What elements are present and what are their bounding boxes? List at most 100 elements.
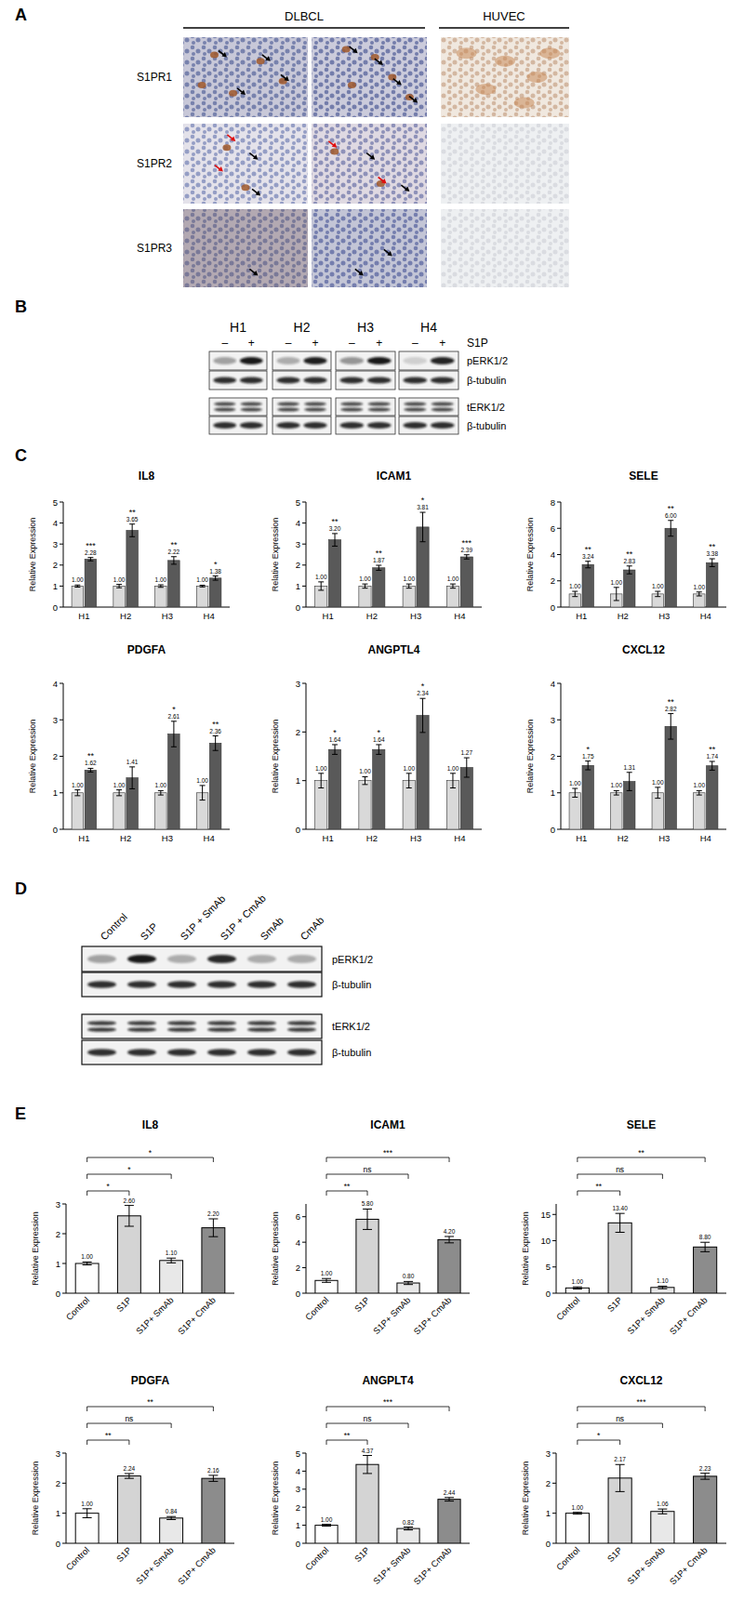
blot-frame: [335, 398, 396, 416]
y-tick-label: 3: [295, 539, 301, 550]
significance: ns: [363, 1165, 372, 1175]
condition-label: –: [411, 336, 419, 350]
band: [127, 981, 157, 989]
band: [239, 408, 263, 412]
y-tick-label: 3: [53, 539, 58, 550]
labels: 1.001.001.001.003.20**1.87**3.81*2.39***: [315, 495, 474, 583]
data-label: 1.00: [402, 575, 415, 583]
bar: [113, 585, 126, 608]
row-label: S1PR1: [136, 70, 173, 84]
comparison-bracket: [577, 1174, 664, 1180]
x-tick-label: H2: [119, 611, 132, 622]
y-tick: [302, 1216, 306, 1218]
y-tick: [557, 607, 561, 609]
data-label: 1.31: [623, 764, 636, 771]
condition-label: +: [311, 336, 319, 350]
row-label: S1PR2: [136, 157, 173, 171]
significance: ***: [85, 541, 96, 551]
y-tick-label: 1: [295, 581, 301, 592]
y-tick: [59, 829, 64, 831]
error-bar: [615, 1464, 625, 1492]
error-bar: [709, 558, 716, 567]
y-tick-label: 4: [53, 678, 58, 690]
bar: [358, 781, 372, 830]
row-label: tERK1/2: [332, 1021, 371, 1033]
bar: [71, 793, 84, 830]
y-tick-label: 4: [53, 518, 58, 529]
significance: **: [625, 549, 634, 559]
chart-title: PDGFA: [131, 1374, 171, 1388]
labels: 1.001.001.001.001.64*1.64*2.34*1.27: [315, 681, 474, 775]
arrow-head: [404, 186, 411, 193]
error-bar: [450, 773, 456, 789]
arrow-head: [265, 55, 271, 62]
significance: *: [148, 1148, 153, 1158]
panel-label: D: [14, 879, 27, 899]
error-bar: [171, 557, 177, 565]
y-tick-label: 5: [545, 1262, 551, 1273]
data-label: 1.00: [320, 1270, 333, 1277]
data-label: 1.00: [651, 779, 665, 786]
bar: [117, 1216, 141, 1294]
bar: [693, 793, 705, 830]
comparison-bracket: [577, 1440, 621, 1446]
error-bar: [318, 582, 324, 591]
error-bar: [82, 1262, 93, 1265]
y-tick: [552, 1293, 557, 1295]
y-tick-label: 10: [540, 1235, 551, 1247]
y-axis-label: Relative Expression: [30, 1211, 40, 1287]
y-tick: [557, 829, 561, 831]
y-tick: [59, 792, 64, 794]
bar: [356, 1219, 379, 1294]
band: [207, 1027, 237, 1033]
error-bar: [667, 520, 674, 537]
error-bar: [584, 761, 591, 771]
x-tick-label: H1: [78, 833, 90, 844]
y-tick: [62, 1453, 67, 1455]
stain: [514, 97, 535, 109]
arrow-head: [221, 52, 227, 58]
data-label: 1.00: [113, 576, 126, 584]
x-tick-label: H3: [658, 833, 670, 844]
plot-area: [75, 1206, 226, 1294]
plot-area: [71, 721, 222, 830]
ihc-tile: [440, 209, 570, 288]
labels: 1.0013.401.108.80: [571, 1205, 712, 1286]
data-label: 1.06: [656, 1501, 669, 1508]
error-bar: [657, 1286, 667, 1289]
y-tick-label: 0: [550, 602, 556, 613]
y-tick-label: 1: [55, 1259, 61, 1270]
x-tick-label: S1P: [114, 1545, 133, 1565]
significance: **: [584, 544, 593, 555]
data-label: 1.62: [84, 759, 97, 767]
x-tick-label: H1: [322, 611, 334, 622]
band: [207, 1049, 237, 1057]
y-tick: [557, 554, 561, 556]
band: [239, 377, 264, 385]
arrow-head: [396, 79, 402, 86]
x-tick-label: Control: [554, 1295, 582, 1323]
y-tick: [552, 1513, 557, 1515]
y-tick-label: 0: [550, 824, 556, 836]
arrow-head: [352, 48, 359, 54]
ihc-image: [311, 209, 427, 288]
error-bar: [199, 584, 206, 587]
bar: [209, 743, 222, 830]
data-label: 1.00: [692, 584, 705, 591]
labels: 1.005.800.804.20: [320, 1200, 456, 1280]
error-bar: [171, 721, 177, 747]
y-tick-label: 1: [53, 787, 58, 798]
blot-frame: [398, 371, 459, 390]
bar: [611, 793, 623, 830]
error-bar: [613, 587, 620, 601]
stain: [494, 55, 516, 67]
y-axis: [305, 1204, 307, 1294]
error-bar: [87, 558, 93, 562]
band: [87, 981, 117, 989]
y-tick: [302, 522, 306, 524]
arrow-head: [255, 190, 262, 197]
y-tick-label: 5: [53, 497, 58, 508]
x-tick-label: S1P+ SmAb: [371, 1295, 413, 1338]
y-tick-label: 4: [550, 549, 556, 560]
blot-frame: [209, 351, 267, 371]
